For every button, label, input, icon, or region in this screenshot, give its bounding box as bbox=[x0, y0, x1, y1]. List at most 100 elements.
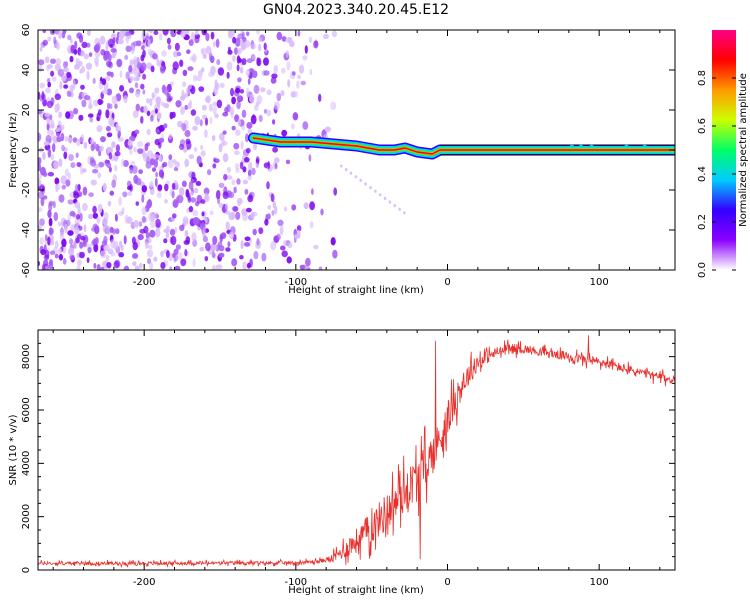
noise-blob bbox=[180, 30, 186, 38]
x-tick-label: 100 bbox=[590, 277, 609, 288]
noise-blob bbox=[114, 151, 121, 157]
noise-blob bbox=[134, 265, 140, 270]
colorbar-ticks: 0.0 0.2 0.4 0.6 0.8 bbox=[697, 70, 736, 278]
noise-blob bbox=[276, 31, 283, 41]
noise-blob bbox=[163, 123, 168, 129]
noise-blob bbox=[232, 206, 239, 212]
noise-blob bbox=[287, 37, 292, 44]
noise-blob bbox=[44, 112, 50, 118]
noise-blob bbox=[125, 31, 132, 36]
noise-blob bbox=[239, 255, 244, 260]
noise-blob bbox=[173, 248, 179, 255]
noise-blob bbox=[228, 191, 235, 199]
noise-blob bbox=[40, 249, 46, 256]
tone-speckle bbox=[569, 144, 574, 148]
noise-blob bbox=[146, 200, 151, 210]
noise-blob bbox=[246, 262, 251, 269]
noise-blob bbox=[111, 141, 116, 149]
noise-blob bbox=[186, 49, 191, 54]
noise-blob bbox=[163, 228, 170, 234]
noise-blob bbox=[215, 265, 219, 270]
noise-blob bbox=[236, 95, 244, 103]
noise-blob bbox=[242, 166, 247, 173]
noise-blob bbox=[39, 46, 43, 52]
noise-blob bbox=[250, 43, 257, 50]
noise-blob bbox=[230, 87, 234, 97]
noise-blob bbox=[231, 96, 237, 105]
noise-blob bbox=[46, 65, 50, 72]
noise-blob bbox=[178, 187, 183, 195]
tone-speckle bbox=[589, 144, 594, 148]
noise-blob bbox=[48, 227, 55, 235]
noise-blob bbox=[142, 153, 148, 159]
noise-blob bbox=[48, 261, 54, 270]
noise-blob bbox=[213, 86, 219, 96]
noise-blob bbox=[241, 58, 247, 66]
noise-blob bbox=[232, 36, 237, 44]
noise-blob bbox=[88, 52, 93, 57]
noise-blob bbox=[210, 31, 215, 40]
noise-blob bbox=[106, 88, 113, 96]
noise-blob bbox=[140, 62, 147, 71]
noise-blob bbox=[105, 109, 110, 119]
noise-blob bbox=[108, 117, 115, 126]
noise-blob bbox=[253, 104, 259, 111]
noise-blob bbox=[182, 81, 187, 88]
noise-blob bbox=[188, 84, 193, 90]
noise-blob bbox=[157, 184, 163, 191]
noise-blob bbox=[50, 119, 55, 129]
noise-blob bbox=[73, 240, 77, 249]
noise-blob bbox=[94, 57, 99, 65]
noise-blob bbox=[69, 254, 75, 261]
noise-blob bbox=[200, 48, 204, 55]
noise-blob bbox=[318, 266, 323, 270]
noise-blob bbox=[135, 103, 141, 112]
noise-blob bbox=[46, 100, 54, 109]
x-tick-label: 100 bbox=[590, 577, 609, 588]
noise-blob bbox=[179, 143, 185, 151]
noise-blob bbox=[116, 58, 123, 68]
noise-blob bbox=[133, 40, 139, 47]
noise-blob bbox=[75, 152, 79, 158]
noise-blob bbox=[296, 74, 302, 80]
noise-blob bbox=[349, 171, 353, 175]
noise-blob bbox=[225, 247, 231, 252]
noise-blob bbox=[38, 132, 42, 142]
noise-blob bbox=[133, 146, 137, 153]
noise-blob bbox=[70, 224, 76, 231]
noise-blob bbox=[155, 171, 159, 178]
noise-blob bbox=[51, 76, 57, 82]
noise-blob bbox=[56, 136, 62, 143]
noise-blob bbox=[225, 202, 229, 211]
noise-blob bbox=[154, 177, 158, 187]
noise-blob bbox=[88, 103, 93, 110]
noise-blob bbox=[146, 62, 153, 70]
noise-blob bbox=[103, 235, 108, 245]
noise-blob bbox=[67, 199, 74, 205]
noise-blob bbox=[163, 238, 168, 244]
noise-blob bbox=[266, 181, 270, 190]
noise-blob bbox=[249, 94, 255, 103]
noise-blob bbox=[235, 129, 241, 137]
noise-blob bbox=[253, 251, 259, 260]
noise-blob bbox=[114, 164, 118, 172]
noise-blob bbox=[173, 254, 179, 262]
noise-blob bbox=[204, 195, 209, 201]
noise-blob bbox=[247, 78, 251, 85]
noise-blob bbox=[73, 108, 79, 115]
noise-blob bbox=[52, 135, 59, 144]
noise-blob bbox=[234, 150, 240, 155]
noise-blob bbox=[192, 125, 198, 131]
noise-blob bbox=[241, 36, 247, 43]
noise-blob bbox=[149, 229, 156, 238]
noise-blob bbox=[274, 157, 280, 164]
noise-blob bbox=[174, 265, 181, 270]
noise-blob bbox=[309, 68, 313, 76]
spectrogram-y-ticks: -60 -40 -20 0 20 40 60 bbox=[21, 24, 675, 278]
snr-x-axis-label: Height of straight line (km) bbox=[288, 585, 424, 596]
noise-blob bbox=[374, 189, 377, 193]
noise-blob bbox=[251, 167, 256, 176]
noise-blob bbox=[53, 211, 59, 222]
noise-blob bbox=[330, 101, 337, 111]
noise-blob bbox=[106, 262, 112, 269]
